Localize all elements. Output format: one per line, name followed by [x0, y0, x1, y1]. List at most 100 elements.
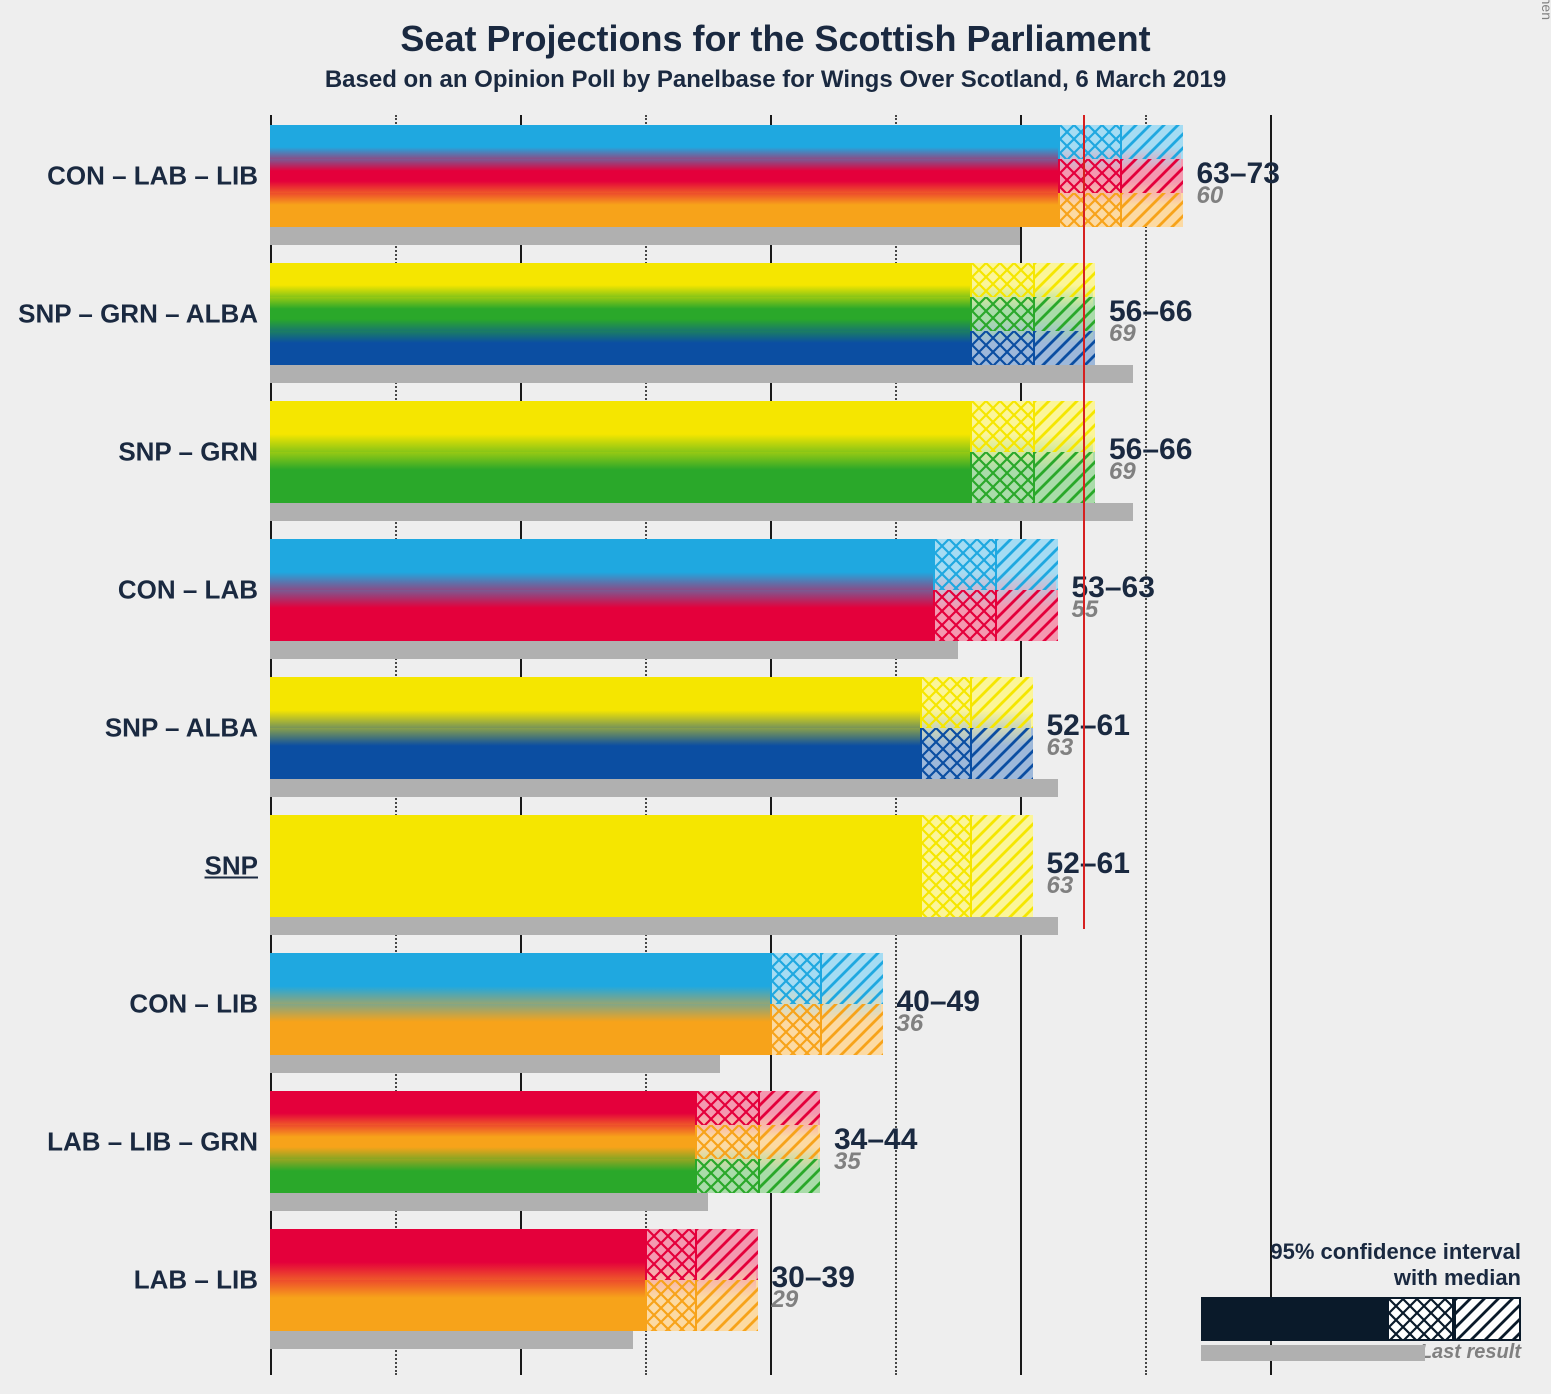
- last-result-bar: [270, 503, 1133, 521]
- coalition-row: SNP – GRN56–6669: [270, 401, 1270, 503]
- ci-high: [820, 953, 883, 1004]
- legend-line1: 95% confidence interval: [1201, 1239, 1521, 1265]
- ci-high: [820, 1004, 883, 1055]
- party-stripe: [270, 815, 1033, 917]
- legend-bar: [1201, 1297, 1521, 1341]
- ci-high: [1033, 263, 1096, 297]
- ci-low: [933, 539, 996, 590]
- legend-shadow: [1201, 1345, 1425, 1361]
- ci-low: [695, 1159, 758, 1193]
- ci-high: [1033, 331, 1096, 365]
- chart-title: Seat Projections for the Scottish Parlia…: [0, 18, 1551, 60]
- ci-high: [1033, 452, 1096, 503]
- party-stripe: [270, 677, 1033, 728]
- party-stripe: [270, 539, 1058, 590]
- party-stripe: [270, 1125, 820, 1159]
- party-stripe: [270, 263, 1095, 297]
- party-stripe: [270, 331, 1095, 365]
- last-label: 60: [1197, 182, 1224, 210]
- party-stripe: [270, 452, 1095, 503]
- last-result-bar: [270, 779, 1058, 797]
- ci-high: [1033, 297, 1096, 331]
- last-label: 69: [1109, 458, 1136, 486]
- coalition-label: SNP – ALBA: [105, 713, 258, 744]
- coalition-label: SNP – GRN: [118, 437, 258, 468]
- ci-low: [920, 728, 970, 779]
- ci-high: [758, 1159, 821, 1193]
- party-stripe: [270, 590, 1058, 641]
- last-label: 69: [1109, 320, 1136, 348]
- ci-high: [1120, 159, 1183, 193]
- coalition-label: CON – LIB: [129, 989, 258, 1020]
- coalition-label: LAB – LIB: [134, 1265, 258, 1296]
- ci-high: [995, 590, 1058, 641]
- coalition-row: CON – LAB53–6355: [270, 539, 1270, 641]
- ci-low: [970, 297, 1033, 331]
- party-stripe: [270, 1004, 883, 1055]
- party-stripe: [270, 953, 883, 1004]
- ci-high: [970, 728, 1033, 779]
- last-result-bar: [270, 227, 1020, 245]
- ci-low: [920, 815, 970, 917]
- ci-high: [970, 677, 1033, 728]
- last-label: 63: [1047, 872, 1074, 900]
- ci-high: [995, 539, 1058, 590]
- party-stripe: [270, 1091, 820, 1125]
- coalition-row: LAB – LIB – GRN34–4435: [270, 1091, 1270, 1193]
- last-result-bar: [270, 1193, 708, 1211]
- last-result-bar: [270, 641, 958, 659]
- ci-low: [970, 263, 1033, 297]
- party-stripe: [270, 193, 1183, 227]
- ci-high: [758, 1125, 821, 1159]
- legend: 95% confidence interval with median Last…: [1201, 1239, 1521, 1364]
- ci-low: [695, 1091, 758, 1125]
- party-stripe: [270, 728, 1033, 779]
- ci-low: [1058, 125, 1121, 159]
- party-stripe: [270, 401, 1095, 452]
- last-result-bar: [270, 1055, 720, 1073]
- ci-low: [920, 677, 970, 728]
- coalition-label: CON – LAB – LIB: [47, 161, 258, 192]
- last-result-bar: [270, 917, 1058, 935]
- ci-low: [1058, 193, 1121, 227]
- ci-low: [645, 1280, 695, 1331]
- party-stripe: [270, 125, 1183, 159]
- last-result-bar: [270, 365, 1133, 383]
- party-stripe: [270, 1159, 820, 1193]
- last-label: 55: [1072, 596, 1099, 624]
- ci-high: [970, 815, 1033, 917]
- ci-low: [970, 331, 1033, 365]
- grid-line: [1270, 115, 1272, 1375]
- coalition-label: LAB – LIB – GRN: [47, 1127, 258, 1158]
- ci-high: [1033, 401, 1096, 452]
- coalition-row: SNP – ALBA52–6163: [270, 677, 1270, 779]
- ci-low: [970, 401, 1033, 452]
- coalition-row: SNP – GRN – ALBA56–6669: [270, 263, 1270, 365]
- last-label: 63: [1047, 734, 1074, 762]
- ci-low: [770, 1004, 820, 1055]
- party-stripe: [270, 1229, 758, 1280]
- coalition-label: CON – LAB: [118, 575, 258, 606]
- last-result-bar: [270, 1331, 633, 1349]
- party-stripe: [270, 297, 1095, 331]
- ci-high: [1120, 125, 1183, 159]
- ci-low: [970, 452, 1033, 503]
- coalition-row: CON – LAB – LIB63–7360: [270, 125, 1270, 227]
- ci-low: [933, 590, 996, 641]
- ci-low: [1058, 159, 1121, 193]
- last-label: 29: [772, 1286, 799, 1314]
- copyright-text: © 2021 Filip van Laenen: [1539, 0, 1551, 20]
- ci-low: [770, 953, 820, 1004]
- last-label: 35: [834, 1148, 861, 1176]
- majority-line: [1083, 115, 1085, 929]
- coalition-row: LAB – LIB30–3929: [270, 1229, 1270, 1331]
- plot-area: CON – LAB – LIB63–7360 SNP – GRN – ALBA56…: [270, 115, 1270, 1375]
- last-label: 36: [897, 1010, 924, 1038]
- ci-high: [1120, 193, 1183, 227]
- coalition-label: SNP: [205, 851, 258, 882]
- ci-low: [645, 1229, 695, 1280]
- coalition-label: SNP – GRN – ALBA: [18, 299, 258, 330]
- coalition-row: CON – LIB40–4936: [270, 953, 1270, 1055]
- chart-subtitle: Based on an Opinion Poll by Panelbase fo…: [0, 66, 1551, 94]
- ci-high: [695, 1280, 758, 1331]
